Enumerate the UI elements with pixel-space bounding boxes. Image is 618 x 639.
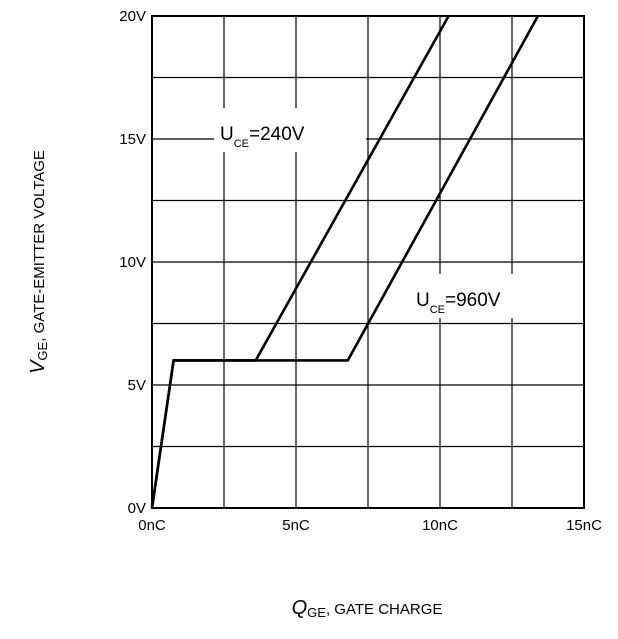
y-axis-label: VGE, GATE-EMITTER VOLTAGE	[27, 150, 50, 374]
y-tick-label: 0V	[128, 500, 146, 517]
y-tick-label: 20V	[119, 8, 146, 25]
grid	[152, 16, 584, 508]
x-tick-label: 10nC	[422, 517, 458, 534]
y-tick-label: 15V	[119, 131, 146, 148]
series-label-960v: UCE=960V	[416, 290, 501, 316]
plot-frame	[151, 15, 585, 509]
x-tick-labels: 0nC 5nC 10nC 15nC	[138, 517, 602, 534]
x-tick-label: 5nC	[282, 517, 310, 534]
x-tick-label: 15nC	[566, 517, 602, 534]
series-label-240v: UCE=240V	[220, 124, 305, 150]
series-line-1	[150, 15, 540, 509]
y-tick-label: 10V	[119, 254, 146, 271]
x-tick-label: 0nC	[138, 517, 166, 534]
y-tick-labels: 0V 5V 10V 15V 20V	[119, 8, 146, 517]
x-axis-label: QGE, GATE CHARGE	[292, 597, 443, 620]
annotation-box-240v	[214, 108, 366, 152]
series-lines	[150, 15, 540, 509]
annotation-box-960v	[403, 274, 575, 318]
y-tick-label: 5V	[128, 377, 146, 394]
